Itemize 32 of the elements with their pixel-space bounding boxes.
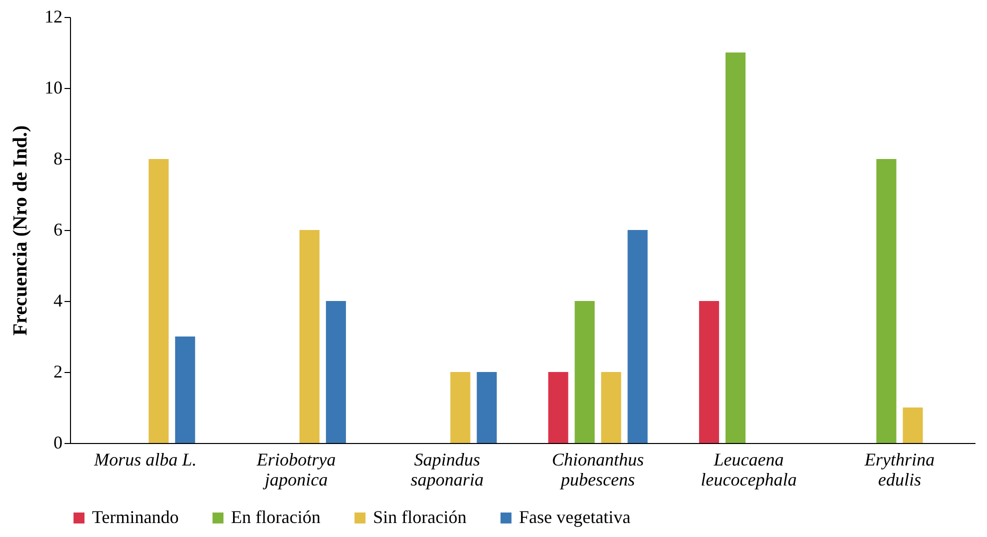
bar <box>548 372 568 443</box>
bar <box>699 301 720 443</box>
bar <box>902 408 923 443</box>
x-tick-label: Erythrina edulis <box>864 450 935 490</box>
bar <box>450 372 470 443</box>
y-tick-label: 8 <box>54 148 62 168</box>
y-tick-label: 12 <box>44 6 62 26</box>
legend-label: Terminando <box>92 507 179 527</box>
bar <box>628 230 648 443</box>
bar <box>876 159 896 443</box>
y-tick-label: 10 <box>44 78 62 98</box>
y-tick-label: 0 <box>54 432 62 452</box>
x-tick-label: Sapindus saponaria <box>410 450 484 490</box>
y-tick-label: 2 <box>54 362 62 382</box>
bar <box>726 52 746 443</box>
x-tick-label: Eriobotrya japonica <box>256 450 336 490</box>
y-tick-label: 4 <box>54 290 62 310</box>
bar <box>299 230 320 443</box>
legend-label: Sin floración <box>373 507 466 527</box>
bar <box>326 301 346 443</box>
legend-label: Fase vegetativa <box>519 507 630 527</box>
bar <box>601 372 622 443</box>
bar <box>574 301 595 443</box>
bar <box>148 159 169 443</box>
x-tick-label: Leucaena leucocephala <box>700 450 797 490</box>
bar <box>175 336 196 443</box>
y-tick-label: 6 <box>54 220 62 240</box>
bar <box>476 372 497 443</box>
y-axis-title: Frecuencia (Nro de Ind.) <box>10 125 32 336</box>
x-tick-label: Morus alba L. <box>93 450 197 470</box>
legend-label: En floración <box>231 507 320 527</box>
x-tick-label: Chionanthus pubescens <box>552 450 644 490</box>
